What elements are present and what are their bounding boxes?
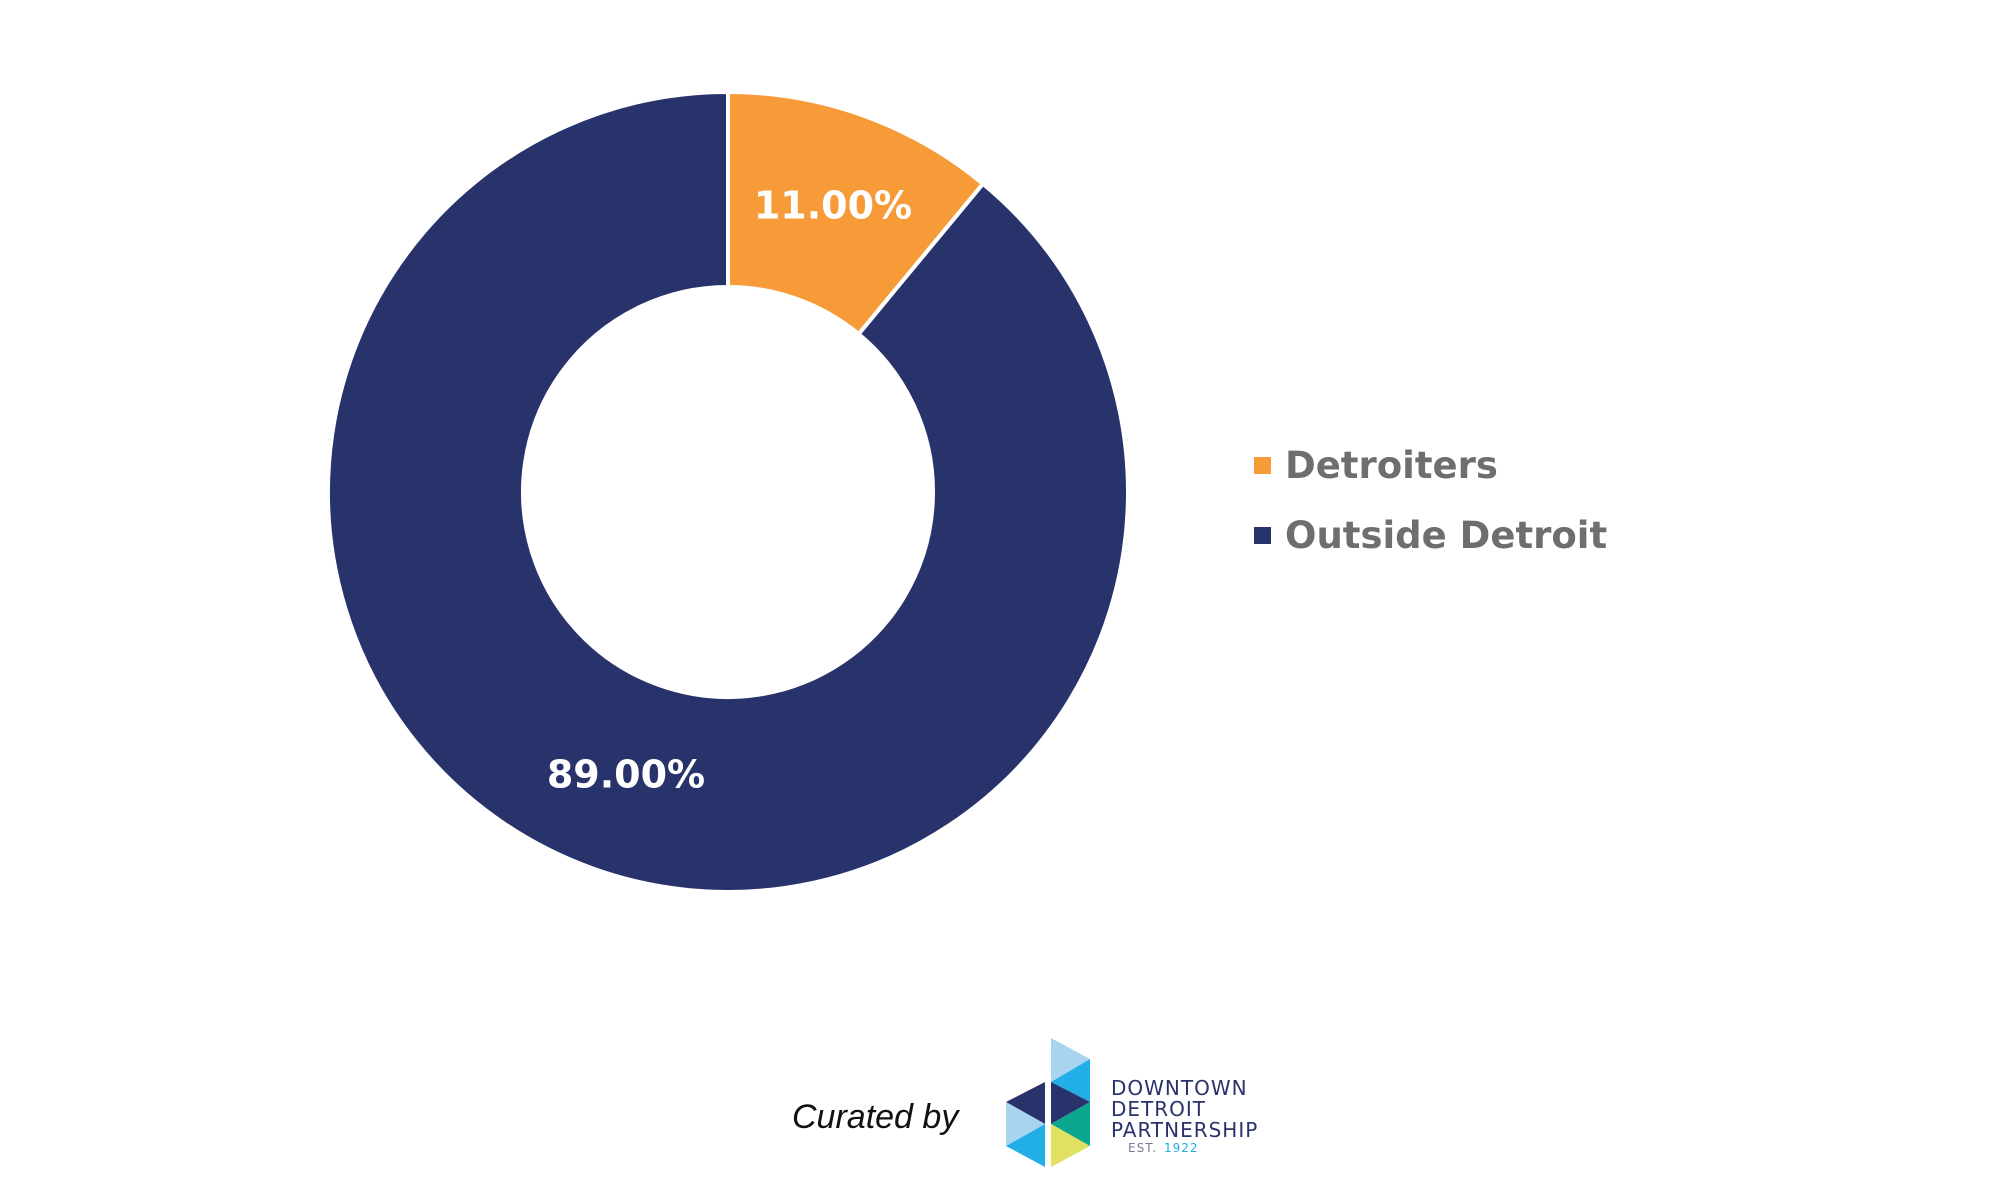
data-label: 11.00% — [754, 184, 912, 228]
legend-item-detroiters: Detroiters — [1254, 430, 1607, 500]
data-label: 89.00% — [547, 753, 705, 797]
svg-text:DOWNTOWN: DOWNTOWN — [1111, 1076, 1248, 1100]
svg-text:EST.: EST. — [1128, 1141, 1157, 1155]
legend-item-outside-detroit: Outside Detroit — [1254, 500, 1607, 570]
curated-by-text: Curated by — [792, 1098, 959, 1136]
slice-detroiters — [726, 89, 986, 337]
legend: Detroiters Outside Detroit — [1254, 430, 1607, 570]
svg-text:PARTNERSHIP: PARTNERSHIP — [1111, 1118, 1258, 1142]
svg-text:DETROIT: DETROIT — [1111, 1097, 1206, 1121]
legend-label: Detroiters — [1285, 443, 1498, 487]
legend-swatch — [1254, 526, 1271, 544]
legend-label: Outside Detroit — [1285, 513, 1608, 557]
legend-swatch — [1254, 456, 1271, 474]
donut-chart: 11.00% 89.00% — [326, 89, 1130, 894]
svg-text:1922: 1922 — [1164, 1141, 1199, 1155]
slice-outside-detroit — [326, 89, 1130, 894]
